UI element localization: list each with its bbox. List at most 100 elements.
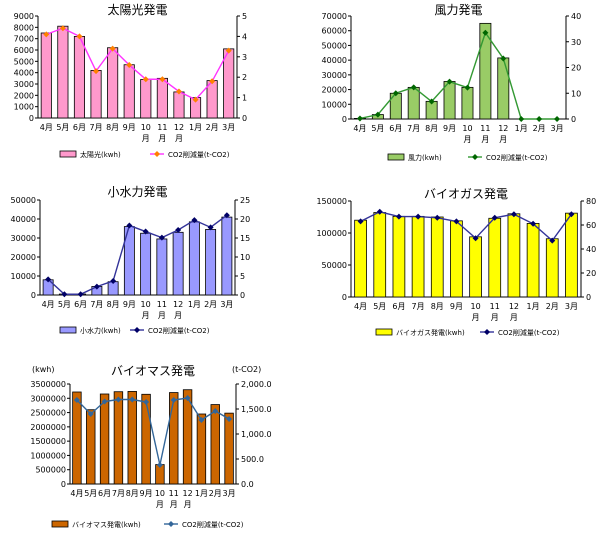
- chart-1: 太陽光発電 0 1000 2000 3000 4000 5000 6000 7000 8000 90…: [14, 2, 247, 159]
- bar: [488, 217, 502, 298]
- legend-line-label: CO2削減量(t-CO2): [148, 326, 210, 335]
- y-left-tick-label: 20000: [11, 253, 36, 262]
- x-tick-label: 12 月: [182, 489, 192, 509]
- legend-bar-swatch: [59, 326, 77, 334]
- x-tick-label: 12 月: [173, 300, 183, 320]
- chart-4: バイオガス発電 0 50000 100000 150000 0 20 40 60 80 4月 5月 6月…: [316, 187, 596, 337]
- bar: [479, 22, 492, 120]
- line-point: [43, 31, 50, 38]
- y-left-tick-label: 50000: [322, 41, 347, 50]
- bar: [430, 216, 444, 298]
- line-point: [518, 116, 525, 122]
- series-line: [359, 31, 558, 120]
- bar: [107, 47, 119, 119]
- legend-line-marker: [472, 154, 478, 160]
- y-left-tick-label: 2000000: [30, 423, 66, 432]
- x-tick-label: 1月: [195, 489, 208, 498]
- x-tick-label: 3月: [222, 123, 235, 132]
- line-point: [184, 395, 191, 401]
- bar: [57, 25, 69, 119]
- bar: [221, 216, 233, 296]
- y-right-tick-label: 1,000.0: [241, 430, 272, 439]
- bar: [127, 391, 137, 485]
- x-tick-label: 5月: [56, 123, 69, 132]
- bar: [86, 409, 96, 485]
- legend-bar-swatch: [375, 328, 393, 336]
- line-point: [115, 396, 122, 403]
- y-left-tick-label: 10000: [11, 272, 36, 281]
- x-tick-label: 12 月: [498, 124, 508, 144]
- x-tick-label: 7月: [112, 489, 125, 498]
- y-right-tick-label: 5: [240, 272, 245, 281]
- x-tick-label: 10 月: [141, 123, 151, 143]
- line-point: [434, 214, 441, 221]
- y-right-tick-label: 0: [240, 291, 245, 300]
- x-tick-label: 5月: [371, 124, 384, 133]
- y-left-tick-label: 100000: [316, 229, 347, 238]
- bar: [507, 213, 521, 298]
- x-tick-label: 5月: [84, 489, 97, 498]
- x-tick-label: 12 月: [509, 302, 519, 322]
- bar: [373, 212, 387, 298]
- x-tick-label: 1月: [515, 124, 528, 133]
- bar: [73, 36, 85, 119]
- x-tick-label: 11 月: [157, 123, 167, 143]
- x-tick-label: 9月: [140, 489, 153, 498]
- y-left-tick-label: 500000: [35, 466, 66, 475]
- legend-line-label: CO2削減量(t-CO2): [182, 520, 244, 529]
- legend-bar-swatch: [51, 520, 69, 528]
- x-tick-label: 3月: [220, 300, 233, 309]
- line-point: [491, 214, 498, 221]
- bar: [113, 391, 124, 485]
- x-tick-label: 4月: [353, 124, 366, 133]
- legend-bar-label: 風力(kwh): [408, 153, 442, 162]
- line-point: [73, 397, 80, 403]
- x-tick-label: 5月: [373, 302, 386, 311]
- x-tick-label: 6月: [389, 124, 402, 133]
- x-tick-label: 11 月: [169, 489, 179, 509]
- x-tick-label: 11 月: [480, 124, 490, 144]
- line-point: [225, 47, 232, 54]
- bar: [90, 70, 102, 119]
- y-left-tick-label: 2500000: [30, 409, 66, 418]
- series-line: [76, 397, 230, 466]
- y-right-tick-label: 30: [571, 38, 581, 47]
- chart-title: 小水力発電: [107, 185, 167, 199]
- line-point: [126, 222, 133, 229]
- bar: [196, 413, 207, 485]
- x-tick-label: 6月: [392, 302, 405, 311]
- y-left-tick-label: 1500000: [30, 437, 66, 446]
- y-left-tick-label: 3500000: [30, 380, 66, 389]
- line-point: [159, 76, 166, 83]
- y-right-tick-label: 3: [242, 53, 247, 62]
- y-left-tick-label: 3000000: [30, 394, 66, 403]
- x-tick-label: 10 月: [470, 302, 480, 322]
- y-left-tick-label: 40000: [322, 56, 347, 65]
- y-left-tick-label: 5000: [14, 57, 34, 66]
- x-tick-label: 1月: [189, 123, 202, 132]
- x-tick-label: 6月: [74, 300, 87, 309]
- line-point: [158, 234, 165, 241]
- bar: [123, 64, 135, 119]
- line-point: [374, 111, 381, 118]
- x-tick-label: 11 月: [157, 300, 167, 320]
- line-point: [61, 291, 68, 298]
- x-tick-label: 4月: [70, 489, 83, 498]
- x-tick-label: 8月: [126, 489, 139, 498]
- bar: [182, 389, 193, 485]
- line-point: [410, 84, 417, 91]
- bar: [188, 221, 200, 296]
- line-point: [110, 277, 117, 284]
- legend-bar-label: 太陽光(kwh): [80, 150, 121, 159]
- line-point: [554, 116, 561, 122]
- y-right-tick-label: 4: [242, 32, 247, 41]
- y-left-tick-label: 9000: [14, 12, 34, 21]
- legend-line-label: CO2削減量(t-CO2): [486, 153, 548, 162]
- legend-line-marker: [168, 521, 174, 527]
- line-point: [59, 25, 66, 32]
- bar: [140, 79, 152, 119]
- bar: [140, 232, 152, 296]
- x-tick-label: 8月: [107, 300, 120, 309]
- x-tick-label: 8月: [431, 302, 444, 311]
